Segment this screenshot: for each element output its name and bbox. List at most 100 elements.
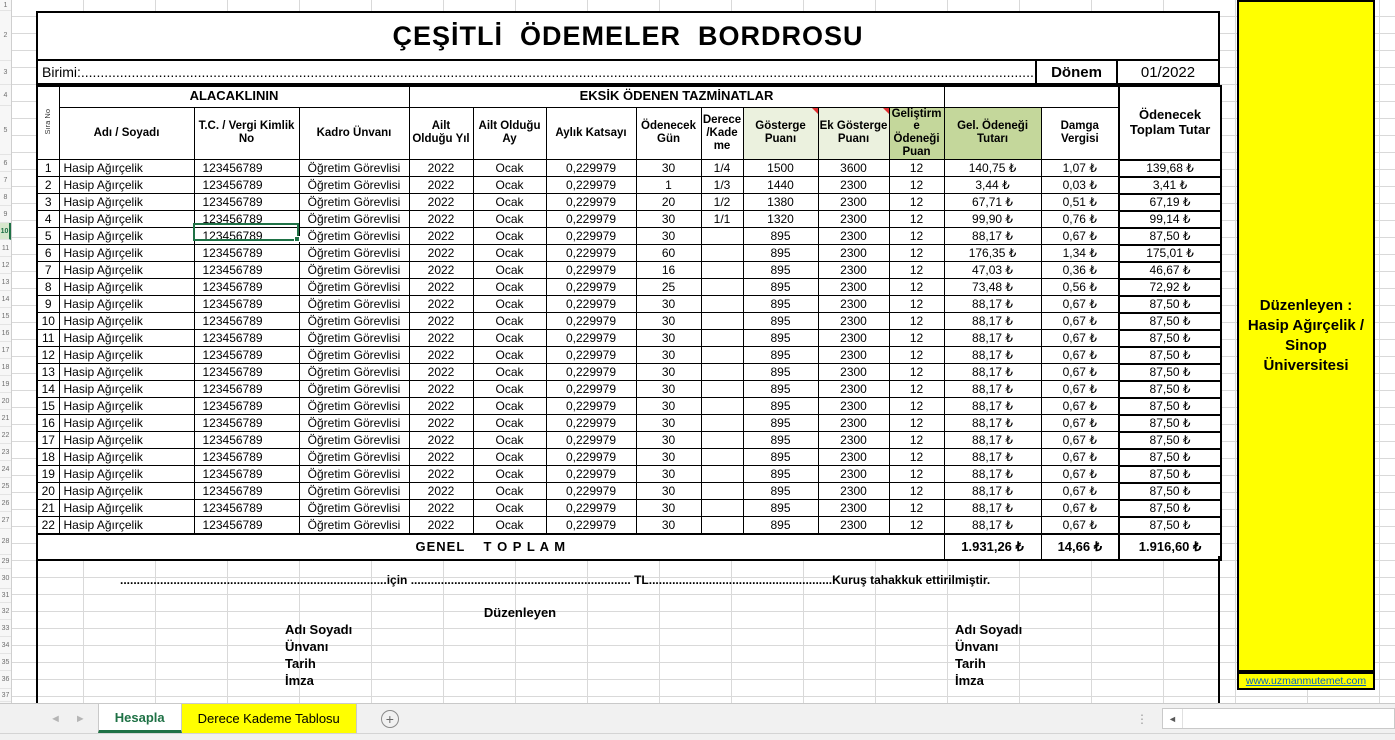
table-cell[interactable]: 6: [36, 244, 60, 262]
table-cell[interactable]: 99,90 ₺: [943, 210, 1042, 228]
table-cell[interactable]: Ocak: [472, 499, 547, 517]
table-cell[interactable]: 12: [888, 176, 945, 194]
table-cell[interactable]: Hasip Ağırçelik: [58, 414, 195, 432]
table-cell[interactable]: 30: [635, 312, 702, 330]
table-cell[interactable]: 0,67 ₺: [1040, 227, 1120, 245]
table-cell[interactable]: 20: [635, 193, 702, 211]
table-cell[interactable]: 0,229979: [545, 227, 637, 245]
table-cell[interactable]: [700, 295, 744, 313]
table-cell[interactable]: 2022: [408, 482, 474, 500]
table-cell[interactable]: Öğretim Görevlisi: [298, 295, 410, 313]
table-cell[interactable]: Hasip Ağırçelik: [58, 278, 195, 296]
table-cell[interactable]: 30: [635, 482, 702, 500]
table-cell[interactable]: 0,67 ₺: [1040, 346, 1120, 364]
col-header-kadro-unvani[interactable]: Kadro Ünvanı: [298, 106, 410, 160]
table-cell[interactable]: 87,50 ₺: [1118, 346, 1222, 365]
table-cell[interactable]: 1: [635, 176, 702, 194]
table-cell[interactable]: Hasip Ağırçelik: [58, 295, 195, 313]
group-header-alacaklinin[interactable]: ALACAKLININ: [58, 85, 410, 108]
table-cell[interactable]: 895: [742, 278, 819, 296]
table-cell[interactable]: Öğretim Görevlisi: [298, 193, 410, 211]
table-cell[interactable]: 73,48 ₺: [943, 278, 1042, 296]
table-cell[interactable]: 2022: [408, 414, 474, 432]
table-cell[interactable]: 2300: [817, 312, 890, 330]
table-cell[interactable]: Öğretim Görevlisi: [298, 482, 410, 500]
table-cell[interactable]: 16: [36, 414, 60, 432]
row-header-35[interactable]: 35: [0, 654, 11, 671]
table-cell[interactable]: 30: [635, 380, 702, 398]
prev-sheet-arrow-icon[interactable]: ◄: [50, 712, 61, 725]
table-cell[interactable]: [700, 465, 744, 483]
table-cell[interactable]: Hasip Ağırçelik: [58, 261, 195, 279]
table-cell[interactable]: 895: [742, 346, 819, 364]
table-cell[interactable]: 139,68 ₺: [1118, 159, 1222, 178]
table-cell[interactable]: 895: [742, 295, 819, 313]
table-cell[interactable]: 18: [36, 448, 60, 466]
table-cell[interactable]: 0,229979: [545, 380, 637, 398]
yellow-sidebar-note[interactable]: Düzenleyen : Hasip Ağırçelik / Sinop Üni…: [1237, 0, 1375, 672]
table-cell[interactable]: Hasip Ağırçelik: [58, 448, 195, 466]
table-cell[interactable]: 12: [888, 278, 945, 296]
table-cell[interactable]: 87,50 ₺: [1118, 380, 1222, 399]
row-header-3[interactable]: 3: [0, 61, 11, 85]
table-cell[interactable]: [700, 431, 744, 449]
total-odenecek[interactable]: 1.916,60 ₺: [1118, 532, 1222, 561]
table-cell[interactable]: [700, 448, 744, 466]
table-cell[interactable]: 30: [635, 363, 702, 381]
table-cell[interactable]: 2022: [408, 363, 474, 381]
table-cell[interactable]: [700, 363, 744, 381]
table-cell[interactable]: 88,17 ₺: [943, 312, 1042, 330]
table-cell[interactable]: 2300: [817, 380, 890, 398]
table-cell[interactable]: Öğretim Görevlisi: [298, 414, 410, 432]
table-cell[interactable]: 2300: [817, 448, 890, 466]
table-cell[interactable]: Öğretim Görevlisi: [298, 465, 410, 483]
table-cell[interactable]: Öğretim Görevlisi: [298, 397, 410, 415]
table-cell[interactable]: 2300: [817, 227, 890, 245]
row-header-28[interactable]: 28: [0, 529, 11, 555]
table-cell[interactable]: 2300: [817, 176, 890, 194]
table-cell[interactable]: 12: [888, 516, 945, 534]
table-cell[interactable]: 895: [742, 431, 819, 449]
table-cell[interactable]: 0,229979: [545, 363, 637, 381]
table-cell[interactable]: 123456789: [193, 329, 300, 347]
table-cell[interactable]: 176,35 ₺: [943, 244, 1042, 262]
row-header-31[interactable]: 31: [0, 589, 11, 603]
horizontal-scrollbar[interactable]: ◄: [1162, 708, 1395, 729]
table-cell[interactable]: 1380: [742, 193, 819, 211]
row-header-18[interactable]: 18: [0, 359, 11, 376]
table-cell[interactable]: 0,67 ₺: [1040, 499, 1120, 517]
row-header-22[interactable]: 22: [0, 427, 11, 444]
table-cell[interactable]: Ocak: [472, 261, 547, 279]
table-cell[interactable]: 3: [36, 193, 60, 211]
table-cell[interactable]: 2022: [408, 465, 474, 483]
table-cell[interactable]: 87,50 ₺: [1118, 295, 1222, 314]
table-cell[interactable]: [700, 397, 744, 415]
table-cell[interactable]: [700, 346, 744, 364]
table-cell[interactable]: 0,36 ₺: [1040, 261, 1120, 279]
table-cell[interactable]: 88,17 ₺: [943, 397, 1042, 415]
table-cell[interactable]: Öğretim Görevlisi: [298, 431, 410, 449]
table-cell[interactable]: Öğretim Görevlisi: [298, 346, 410, 364]
row-header-16[interactable]: 16: [0, 325, 11, 342]
table-cell[interactable]: 12: [888, 227, 945, 245]
table-cell[interactable]: 87,50 ₺: [1118, 329, 1222, 348]
table-cell[interactable]: 2022: [408, 346, 474, 364]
table-cell[interactable]: 2300: [817, 465, 890, 483]
table-cell[interactable]: Hasip Ağırçelik: [58, 329, 195, 347]
table-cell[interactable]: 123456789: [193, 346, 300, 364]
row-header-14[interactable]: 14: [0, 291, 11, 308]
table-cell[interactable]: 19: [36, 465, 60, 483]
table-cell[interactable]: Ocak: [472, 278, 547, 296]
table-cell[interactable]: 2022: [408, 431, 474, 449]
table-cell[interactable]: [700, 380, 744, 398]
table-cell[interactable]: 88,17 ₺: [943, 499, 1042, 517]
table-cell[interactable]: Ocak: [472, 329, 547, 347]
table-cell[interactable]: 0,229979: [545, 210, 637, 228]
table-cell[interactable]: 1/4: [700, 159, 744, 177]
table-cell[interactable]: 2022: [408, 499, 474, 517]
table-cell[interactable]: 2300: [817, 261, 890, 279]
table-cell[interactable]: 2300: [817, 278, 890, 296]
table-cell[interactable]: 123456789: [193, 261, 300, 279]
col-header-tc-no[interactable]: T.C. / Vergi Kimlik No: [193, 106, 300, 160]
table-cell[interactable]: 12: [888, 346, 945, 364]
